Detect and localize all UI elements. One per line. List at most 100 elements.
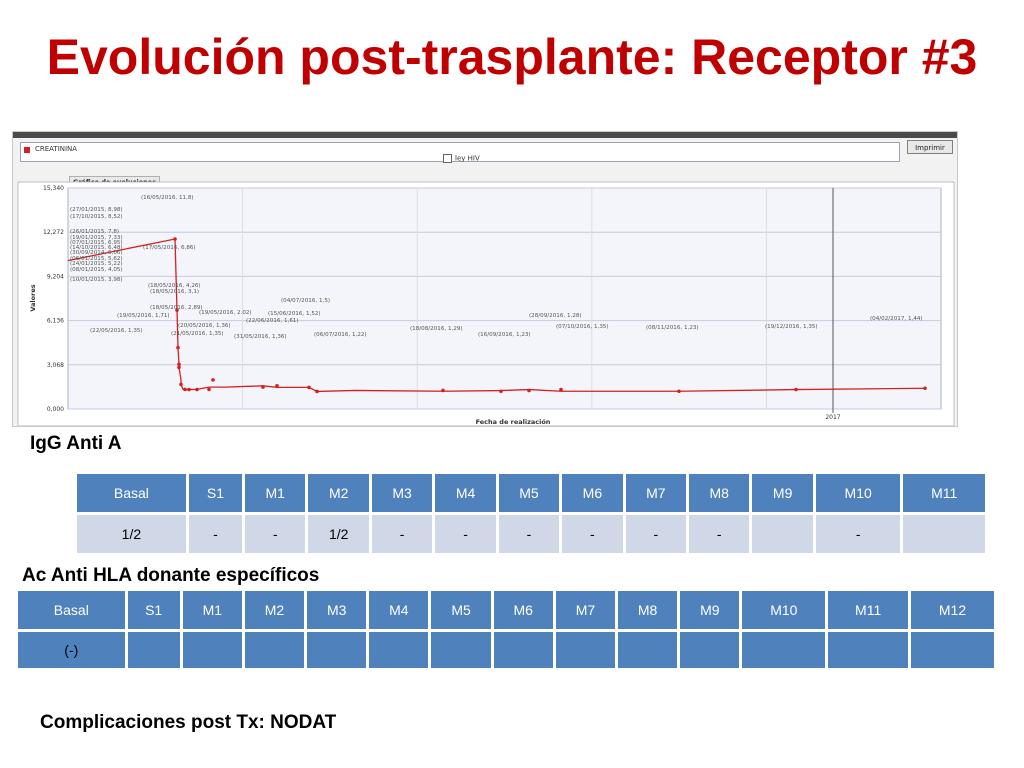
data-label-10: (27/01/2015, 8,98) (70, 207, 123, 213)
ley-hiv-label: ley HIV (455, 154, 480, 163)
igg-section-label: IgG Anti A (30, 433, 122, 454)
hla-value-cell-7 (493, 632, 553, 668)
igg-header-cell-9: M8 (689, 474, 750, 512)
data-label-32: (04/02/2017, 1,44) (870, 316, 923, 322)
hla-value-cell-2 (182, 632, 242, 668)
data-label-26: (18/08/2016, 1,29) (410, 326, 463, 332)
ley-hiv-toggle[interactable]: ley HIV (443, 154, 480, 163)
hla-header-cell-7: M6 (493, 591, 553, 629)
data-label-1: (08/01/2015, 4,05) (70, 267, 123, 273)
data-label-23: (22/06/2016, 1,61) (246, 318, 299, 324)
hla-value-cell-1 (127, 632, 180, 668)
data-point-13 (176, 345, 180, 350)
window-top-bar (13, 132, 957, 138)
data-label-2: (24/01/2015, 5,22) (70, 261, 123, 267)
igg-value-cell-6: - (498, 515, 560, 553)
igg-header-cell-6: M5 (498, 474, 560, 512)
data-point-22 (261, 385, 265, 389)
hla-header-cell-0: Basal (18, 591, 125, 629)
igg-value-cell-10 (752, 515, 813, 553)
hla-value-cell-9 (618, 632, 678, 668)
data-point-23 (275, 384, 279, 388)
igg-header-cell-7: M6 (562, 474, 623, 512)
complications-note: Complicaciones post Tx: NODAT (40, 712, 337, 733)
igg-value-cell-0: 1/2 (77, 515, 186, 553)
data-point-21 (207, 387, 211, 392)
data-point-29 (559, 387, 563, 392)
hla-value-cell-4 (307, 632, 367, 668)
data-point-24 (307, 385, 311, 390)
data-label-15: (18/05/2016, 2,89) (150, 305, 203, 311)
data-point-14 (177, 362, 181, 367)
igg-value-cell-2: - (245, 515, 306, 553)
igg-value-cell-9: - (689, 515, 750, 553)
hla-value-cell-12 (828, 632, 908, 668)
data-point-26 (441, 388, 445, 393)
hla-table: Basal S1 M1 M2 M3 M4 M5 M6 M7 M8 M9 M10 M11 M12 (-) (15, 588, 997, 671)
data-point-20 (195, 387, 199, 392)
data-label-20: (22/05/2016, 1,35) (90, 328, 143, 334)
igg-value-cell-8: - (625, 515, 687, 553)
data-label-31: (19/12/2016, 1,35) (765, 324, 818, 330)
x-axis-label: Fecha de realización (476, 418, 551, 426)
igg-header-cell-5: M4 (435, 474, 496, 512)
data-label-19: (21/05/2016, 1,35) (171, 331, 224, 337)
data-point-19 (187, 387, 191, 392)
igg-header-cell-2: M1 (245, 474, 306, 512)
data-point-30 (677, 389, 681, 394)
hla-header-cell-5: M4 (369, 591, 429, 629)
y-tick-label-0: 0,000 (47, 406, 64, 413)
igg-header-row: Basal S1 M1 M2 M3 M4 M5 M6 M7 M8 M9 M10 M11 (77, 474, 985, 512)
igg-header-cell-3: M2 (308, 474, 369, 512)
data-label-13: (18/05/2016, 4,26) (148, 283, 201, 289)
app-screenshot-panel: CREATININA Imprimir ley HIV Gráfico de e… (12, 131, 958, 427)
y-tick-label-3: 9,204 (47, 273, 64, 280)
data-label-7: (19/01/2015, 7,33) (70, 235, 123, 241)
hla-value-cell-8 (555, 632, 616, 668)
hla-header-cell-2: M1 (182, 591, 242, 629)
hla-value-cell-5 (369, 632, 429, 668)
parameter-listbox[interactable]: CREATININA (20, 142, 900, 162)
y-tick-label-2: 6,136 (47, 318, 64, 325)
hla-header-cell-6: M5 (431, 591, 491, 629)
y-axis-label: Valores (29, 284, 37, 311)
igg-value-cell-1: - (188, 515, 243, 553)
data-point-25 (315, 389, 319, 394)
hla-header-cell-12: M11 (828, 591, 908, 629)
data-label-8: (26/01/2015, 7,8) (70, 229, 119, 235)
data-label-16: (19/05/2016, 2.02) (199, 310, 252, 316)
data-label-18: (20/05/2016, 1,36) (178, 323, 231, 329)
data-label-28: (28/09/2016, 1,28) (529, 313, 582, 319)
igg-value-cell-7: - (562, 515, 623, 553)
slide-title: Evolución post-trasplante: Receptor #3 (46, 29, 978, 85)
data-label-3: (06/01/2015, 5,62) (70, 256, 123, 262)
series-color-swatch (24, 147, 30, 153)
hla-value-cell-0: (-) (18, 632, 125, 668)
hla-header-row: Basal S1 M1 M2 M3 M4 M5 M6 M7 M8 M9 M10 M11 M12 (18, 591, 994, 629)
data-label-21: (31/05/2016, 1,36) (234, 334, 287, 340)
data-label-17: (19/05/2016, 1,71) (117, 313, 170, 319)
listbox-item-creatinina[interactable]: CREATININA (35, 145, 78, 153)
y-tick-label-1: 3,068 (47, 362, 64, 369)
hla-value-cell-3 (244, 632, 305, 668)
hla-header-cell-13: M12 (911, 591, 994, 629)
igg-values-row: 1/2- -1/2- - - - - - - (77, 515, 985, 553)
hla-header-cell-9: M8 (618, 591, 678, 629)
data-label-5: (14/10/2015, 6,48) (70, 245, 123, 251)
data-label-27: (16/09/2016, 1,23) (478, 332, 531, 338)
igg-header-cell-11: M10 (815, 474, 901, 512)
data-point-12 (175, 308, 179, 312)
hla-value-cell-10 (680, 632, 740, 668)
igg-header-cell-8: M7 (625, 474, 687, 512)
hla-value-cell-6 (431, 632, 491, 668)
data-label-22: (15/06/2016, 1,52) (268, 311, 321, 317)
igg-value-cell-3: 1/2 (308, 515, 369, 553)
hla-header-cell-4: M3 (307, 591, 367, 629)
ley-hiv-checkbox[interactable] (443, 154, 452, 163)
print-button[interactable]: Imprimir (907, 140, 953, 154)
igg-header-cell-10: M9 (752, 474, 813, 512)
data-point-18 (183, 387, 187, 392)
hla-header-cell-3: M2 (244, 591, 305, 629)
hla-header-cell-8: M7 (555, 591, 616, 629)
igg-value-cell-5: - (435, 515, 496, 553)
